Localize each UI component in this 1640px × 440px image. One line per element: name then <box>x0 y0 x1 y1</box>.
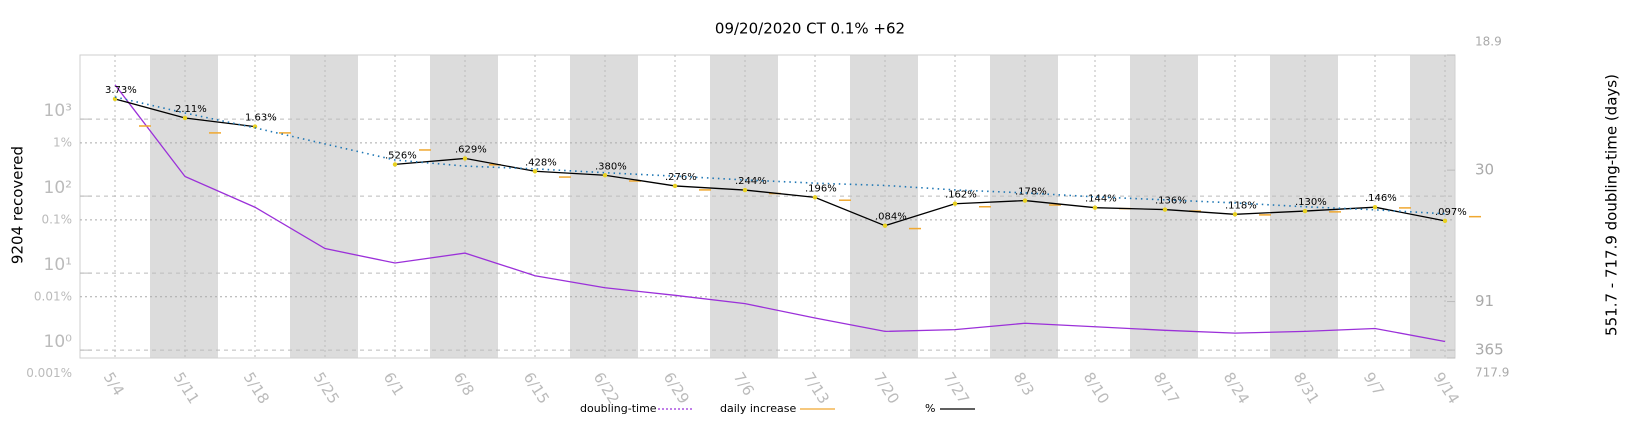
legend-label: % <box>925 402 935 415</box>
data-point <box>1022 198 1028 203</box>
y2-tick-label: 30 <box>1475 161 1494 179</box>
week-band <box>430 55 498 358</box>
y-tick-label: 0.001% <box>26 366 72 380</box>
x-tick-label: 5/11 <box>170 369 203 407</box>
x-tick-label: 6/29 <box>660 369 693 407</box>
y-tick-label: 0.01% <box>34 289 72 303</box>
y-count-tick-label: 10² <box>44 178 72 198</box>
data-label: .084% <box>875 212 907 223</box>
week-band <box>990 55 1058 358</box>
data-label: .380% <box>595 161 627 172</box>
x-tick-label: 6/8 <box>450 369 478 399</box>
week-band <box>1130 55 1198 358</box>
x-tick-label: 7/6 <box>730 369 758 399</box>
data-point <box>1372 205 1378 210</box>
x-tick-label: 6/1 <box>380 369 408 399</box>
series-line <box>114 84 1446 343</box>
data-label: 1.63% <box>245 113 277 124</box>
data-point <box>742 187 748 193</box>
data-label: .244% <box>735 176 767 187</box>
y2-axis-label: 551.7 - 717.9 doubling-time (days) <box>1603 74 1621 336</box>
data-point <box>462 156 468 161</box>
x-tick-label: 8/31 <box>1290 369 1323 407</box>
x-tick-label: 8/17 <box>1150 369 1183 407</box>
data-point <box>1162 207 1168 212</box>
data-label: .526% <box>385 150 417 161</box>
x-tick-label: 7/27 <box>940 369 973 407</box>
data-label: .130% <box>1295 197 1327 208</box>
data-point <box>1302 208 1308 214</box>
x-tick-label: 6/15 <box>520 369 553 407</box>
legend-label: doubling-time <box>580 402 657 415</box>
week-band <box>1270 55 1338 358</box>
data-point <box>532 169 538 174</box>
data-label: .276% <box>665 172 697 183</box>
x-tick-label: 9/14 <box>1430 369 1463 407</box>
data-label: .136% <box>1155 196 1187 207</box>
data-label: .162% <box>945 190 977 201</box>
data-point <box>602 173 608 178</box>
week-band <box>1410 55 1455 358</box>
data-label: 3.73% <box>105 85 137 96</box>
data-label: .196% <box>805 183 837 194</box>
week-band <box>290 55 358 358</box>
week-band <box>150 55 218 358</box>
y2-tick-label: 91 <box>1475 292 1494 310</box>
x-tick-label: 5/25 <box>310 369 343 407</box>
data-point <box>952 201 958 206</box>
week-band <box>850 55 918 358</box>
y-tick-label: 1% <box>53 135 72 149</box>
data-label: .178% <box>1015 187 1047 198</box>
x-tick-label: 8/10 <box>1080 369 1113 407</box>
data-point <box>812 195 818 200</box>
data-label: .118% <box>1225 200 1257 211</box>
week-band <box>570 55 638 358</box>
data-point <box>1442 218 1448 224</box>
chart-title: 09/20/2020 CT 0.1% +62 <box>715 20 905 38</box>
x-tick-label: 8/3 <box>1010 369 1038 399</box>
plot-frame <box>79 54 1456 359</box>
data-label: .097% <box>1435 207 1467 218</box>
x-tick-label: 5/4 <box>100 369 128 399</box>
data-point <box>882 223 888 228</box>
x-tick-label: 7/20 <box>870 369 903 407</box>
x-tick-label: 8/24 <box>1220 369 1253 407</box>
y2-tick-label: 18.9 <box>1475 35 1502 49</box>
data-label: .428% <box>525 157 557 168</box>
data-label: .144% <box>1085 194 1117 205</box>
legend-label: daily increase <box>720 402 796 415</box>
y-count-tick-label: 10¹ <box>44 255 72 275</box>
data-label: 2.11% <box>175 104 207 115</box>
y-count-tick-label: 10⁰ <box>44 332 73 352</box>
y-count-tick-label: 10³ <box>44 101 72 121</box>
x-tick-label: 7/13 <box>800 369 833 407</box>
data-label: .629% <box>455 144 487 155</box>
y2-tick-label: 365 <box>1475 341 1504 359</box>
data-point <box>672 183 678 189</box>
data-point <box>392 162 398 167</box>
series-line <box>114 96 1446 215</box>
y2-tick-label: 717.9 <box>1475 366 1509 380</box>
data-point <box>1092 205 1098 210</box>
data-point <box>1232 212 1238 217</box>
x-tick-label: 5/18 <box>240 369 273 407</box>
data-label: .146% <box>1365 193 1397 204</box>
x-tick-label: 9/7 <box>1360 369 1388 399</box>
data-point <box>182 115 188 121</box>
week-band <box>710 55 778 358</box>
y-tick-label: 0.1% <box>42 212 73 226</box>
y-axis-label: 9204 recovered <box>9 146 27 264</box>
week-bands <box>150 55 1455 358</box>
